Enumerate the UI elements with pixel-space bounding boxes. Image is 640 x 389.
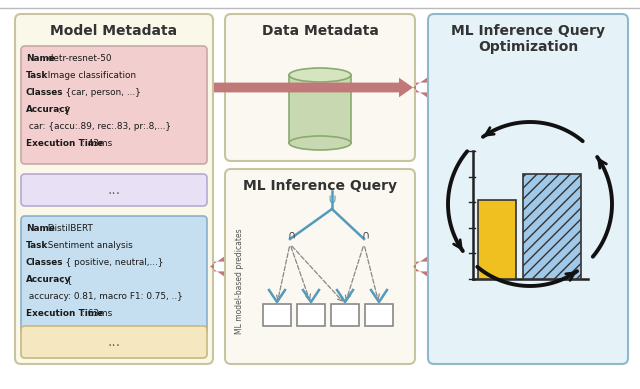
Text: ...: ... [108,183,120,197]
FancyArrow shape [413,78,427,97]
Bar [289,75,351,143]
Text: car: {accu:.89, rec:.83, pr:.8,...}: car: {accu:.89, rec:.83, pr:.8,...} [26,122,171,131]
Text: : {: : { [58,275,72,284]
Text: : detr-resnet-50: : detr-resnet-50 [42,54,111,63]
FancyBboxPatch shape [21,326,207,358]
FancyBboxPatch shape [21,174,207,206]
Bar [478,200,516,279]
Text: Accuracy: Accuracy [26,275,71,284]
Text: : DistilBERT: : DistilBERT [42,224,93,233]
Bar [523,174,581,279]
FancyBboxPatch shape [225,14,415,161]
FancyBboxPatch shape [21,216,207,334]
Text: ML Inference Query: ML Inference Query [243,179,397,193]
Text: Name: Name [26,224,55,233]
FancyArrow shape [210,257,224,276]
Text: :   { positive, neutral,...}: : { positive, neutral,...} [54,258,163,267]
Bar [263,304,291,326]
FancyBboxPatch shape [225,169,415,364]
Text: ∪: ∪ [328,193,337,205]
Text: ML model-based predicates: ML model-based predicates [236,229,244,334]
Text: Task: Task [26,241,49,250]
Bar [331,304,359,326]
Ellipse shape [289,68,351,82]
FancyBboxPatch shape [21,46,207,164]
Text: Task: Task [26,71,49,80]
Text: ∩: ∩ [288,230,296,240]
Text: ∩: ∩ [362,230,370,240]
Bar [365,304,393,326]
Text: accuracy: 0.81, macro F1: 0.75, ..}: accuracy: 0.81, macro F1: 0.75, ..} [26,292,183,301]
Text: Accuracy: Accuracy [26,105,71,114]
FancyArrow shape [214,78,413,97]
Text: : Image classification: : Image classification [42,71,136,80]
Text: :   {car, person, ...}: : {car, person, ...} [54,88,141,97]
Text: Execution Time: Execution Time [26,309,103,318]
Bar [297,304,325,326]
Text: : 43ms: : 43ms [81,139,112,148]
FancyBboxPatch shape [15,14,213,364]
FancyArrow shape [413,257,427,276]
Text: : Sentiment analysis: : Sentiment analysis [42,241,132,250]
Text: ML Inference Query
Optimization: ML Inference Query Optimization [451,24,605,54]
Text: Execution Time: Execution Time [26,139,103,148]
Text: Data Metadata: Data Metadata [262,24,378,38]
Text: Model Metadata: Model Metadata [51,24,177,38]
FancyBboxPatch shape [428,14,628,364]
Text: Classes: Classes [26,258,63,267]
Text: ...: ... [108,335,120,349]
Text: : {: : { [58,105,69,114]
Text: Classes: Classes [26,88,63,97]
Text: Name: Name [26,54,55,63]
Text: : 63ms: : 63ms [81,309,112,318]
Ellipse shape [289,136,351,150]
